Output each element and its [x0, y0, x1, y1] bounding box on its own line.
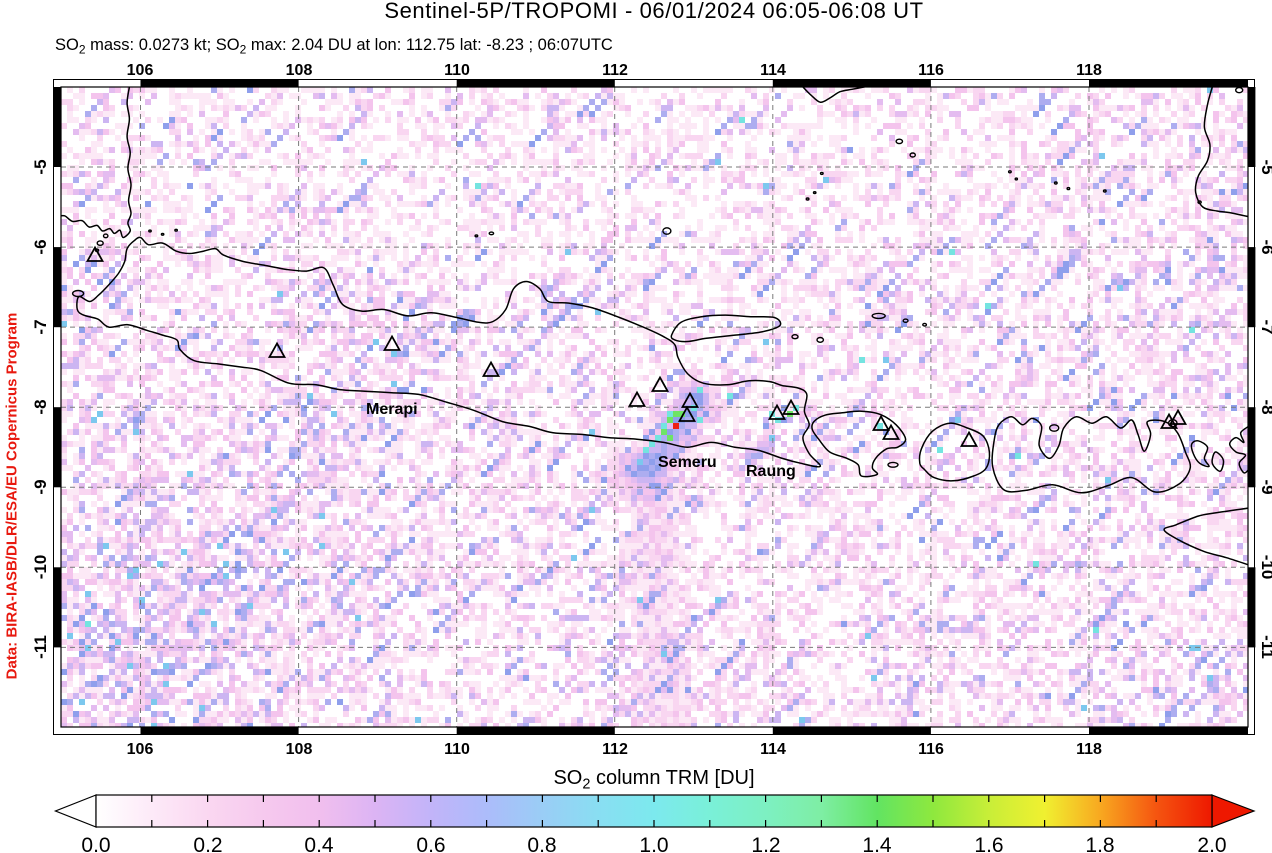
svg-text:Raung: Raung: [746, 463, 796, 480]
svg-text:106: 106: [127, 741, 154, 758]
svg-text:-8: -8: [31, 399, 50, 414]
svg-text:0.6: 0.6: [416, 834, 445, 853]
svg-text:-11: -11: [1258, 635, 1272, 659]
svg-text:112: 112: [602, 62, 628, 79]
svg-text:SO2 column TRM [DU]: SO2 column TRM [DU]: [553, 767, 754, 793]
svg-text:116: 116: [918, 741, 944, 758]
svg-text:SO2 mass: 0.0273 kt; SO2 max:: SO2 mass: 0.0273 kt; SO2 max: 2.04 DU at…: [55, 36, 613, 57]
svg-text:116: 116: [918, 62, 944, 79]
svg-text:-11: -11: [31, 635, 50, 659]
svg-text:0.8: 0.8: [527, 834, 556, 853]
svg-text:0.0: 0.0: [81, 834, 110, 853]
svg-text:-6: -6: [31, 239, 50, 254]
svg-text:106: 106: [127, 62, 154, 79]
svg-text:-5: -5: [1258, 159, 1272, 174]
svg-text:1.0: 1.0: [639, 834, 668, 853]
svg-text:-8: -8: [1258, 399, 1272, 414]
svg-text:110: 110: [444, 741, 470, 758]
svg-text:1.8: 1.8: [1085, 834, 1114, 853]
svg-text:1.4: 1.4: [862, 834, 892, 853]
svg-text:0.4: 0.4: [304, 834, 334, 853]
svg-text:-10: -10: [1258, 555, 1272, 580]
svg-text:Sentinel-5P/TROPOMI - 06/01/20: Sentinel-5P/TROPOMI - 06/01/2024 06:05-0…: [384, 0, 923, 23]
svg-text:-5: -5: [31, 159, 50, 174]
svg-text:Merapi: Merapi: [366, 401, 418, 418]
svg-text:-10: -10: [31, 555, 50, 580]
svg-text:110: 110: [444, 62, 470, 79]
svg-text:-7: -7: [31, 319, 50, 334]
svg-text:108: 108: [286, 62, 313, 79]
svg-text:112: 112: [602, 741, 628, 758]
svg-text:0.2: 0.2: [193, 834, 222, 853]
svg-text:108: 108: [286, 741, 313, 758]
svg-text:2.0: 2.0: [1197, 834, 1226, 853]
svg-text:Semeru: Semeru: [658, 454, 717, 471]
svg-text:114: 114: [760, 741, 786, 758]
svg-text:Data: BIRA-IASB/DLR/ESA/EU Cop: Data: BIRA-IASB/DLR/ESA/EU Copernicus Pr…: [4, 313, 21, 680]
svg-text:-9: -9: [31, 479, 50, 494]
svg-text:1.6: 1.6: [974, 834, 1003, 853]
svg-text:1.2: 1.2: [751, 834, 780, 853]
svg-text:-9: -9: [1258, 479, 1272, 494]
svg-text:-6: -6: [1258, 239, 1272, 254]
svg-text:114: 114: [760, 62, 786, 79]
svg-text:-7: -7: [1258, 319, 1272, 334]
svg-text:118: 118: [1076, 62, 1102, 79]
svg-text:118: 118: [1076, 741, 1102, 758]
